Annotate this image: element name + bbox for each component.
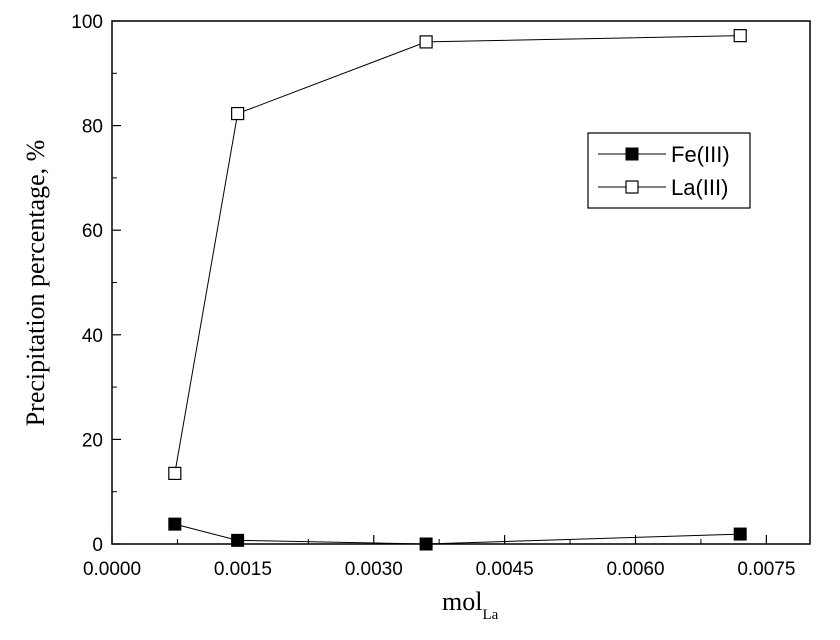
x-axis-ticks: 0.0000 0.0015 0.0030 0.0045 0.0060 0.0075 [83,535,795,580]
x-axis-title: molLa [442,587,499,623]
series-0-point [733,527,747,541]
y-tick-label: 20 [82,430,103,451]
x-tick-label: 0.0030 [345,559,403,580]
series-0-point [231,533,245,547]
legend-label-la: La(III) [671,175,728,200]
y-tick-label: 60 [82,221,103,242]
plot-frame [111,20,811,545]
legend: Fe(III) La(III) [587,132,751,209]
legend-marker-la [625,180,639,194]
legend-box [587,132,751,209]
y-tick-label: 80 [82,117,103,138]
series-1-point [168,466,182,480]
x-tick-label: 0.0000 [83,559,141,580]
x-axis-title-main: mol [442,587,482,616]
y-tick-label: 100 [71,12,103,33]
y-axis-ticks: 0 20 40 60 80 100 [71,12,121,556]
y-axis-title: Precipitation percentage, % [21,140,50,427]
series-layer [168,29,747,551]
x-tick-label: 0.0060 [606,559,664,580]
legend-label-fe: Fe(III) [671,142,730,167]
series-1-point [231,106,245,121]
series-line-1 [174,35,741,474]
x-tick-label: 0.0045 [476,559,534,580]
series-line-0 [174,523,741,545]
x-tick-label: 0.0075 [737,559,795,580]
x-tick-label: 0.0015 [214,559,272,580]
series-0-point [419,537,433,551]
series-1-point [419,35,433,49]
x-axis-title-subscript: La [482,607,498,623]
y-tick-label: 40 [82,326,103,347]
series-0-point [168,517,182,531]
legend-marker-fe [625,147,639,161]
y-tick-label: 0 [92,535,103,556]
series-1-point [733,29,747,43]
